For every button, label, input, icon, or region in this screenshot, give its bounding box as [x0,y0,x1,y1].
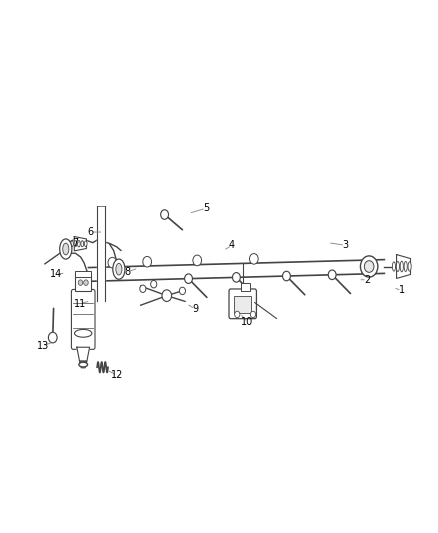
Circle shape [151,280,157,288]
Circle shape [193,255,201,265]
Text: 8: 8 [124,267,131,277]
Text: 11: 11 [74,298,86,309]
Ellipse shape [81,241,84,247]
Ellipse shape [74,241,77,247]
Text: 2: 2 [364,274,370,285]
Text: 14: 14 [49,270,62,279]
Ellipse shape [60,239,72,259]
Text: 6: 6 [88,227,94,237]
Polygon shape [77,347,90,361]
Circle shape [143,256,152,267]
Ellipse shape [400,261,403,272]
Circle shape [233,272,240,282]
Ellipse shape [408,262,411,271]
Ellipse shape [392,262,396,271]
Text: 12: 12 [110,370,123,380]
Circle shape [108,257,117,268]
Ellipse shape [85,241,87,246]
Circle shape [360,256,378,277]
Text: 13: 13 [37,341,49,351]
Bar [75,271,92,277]
Bar [234,296,251,313]
Polygon shape [74,237,86,251]
Text: 3: 3 [342,240,348,251]
Circle shape [84,280,88,286]
Ellipse shape [63,243,69,255]
Circle shape [251,311,255,318]
Circle shape [161,210,169,219]
Text: 1: 1 [399,285,405,295]
Text: 7: 7 [72,238,78,248]
Ellipse shape [116,263,122,275]
Text: 4: 4 [229,240,235,251]
Ellipse shape [113,259,125,279]
Ellipse shape [78,240,80,247]
Polygon shape [80,361,87,368]
Polygon shape [97,206,105,301]
Circle shape [283,271,290,281]
Polygon shape [88,260,385,281]
Circle shape [48,332,57,343]
Text: 10: 10 [241,317,254,327]
Circle shape [250,254,258,264]
FancyBboxPatch shape [71,289,95,349]
FancyBboxPatch shape [75,273,92,291]
Bar [241,282,251,291]
Circle shape [180,287,185,295]
Text: 9: 9 [192,304,198,314]
Ellipse shape [74,329,92,337]
Ellipse shape [71,241,74,246]
Ellipse shape [79,362,88,367]
Circle shape [235,311,240,318]
Ellipse shape [404,262,407,271]
Ellipse shape [396,262,399,271]
Circle shape [328,270,336,280]
Circle shape [78,280,83,286]
Text: 5: 5 [203,203,209,213]
Circle shape [140,285,146,293]
Circle shape [364,261,374,272]
Circle shape [162,290,172,302]
Polygon shape [396,255,410,278]
Circle shape [185,274,192,284]
FancyBboxPatch shape [229,289,256,319]
